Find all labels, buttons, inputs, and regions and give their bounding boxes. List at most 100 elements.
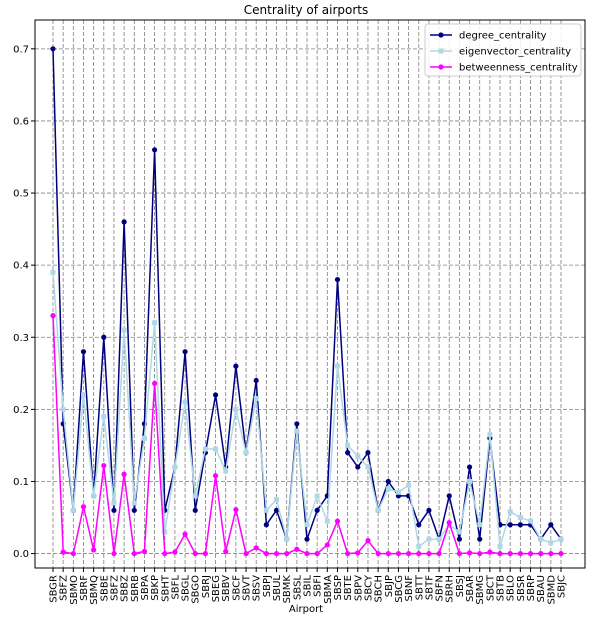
chart-title: Centrality of airports (244, 3, 369, 17)
data-point (50, 46, 56, 52)
data-point (456, 550, 462, 557)
data-point (436, 550, 442, 557)
data-point (466, 464, 473, 470)
x-tick-label: SBMQ (89, 575, 100, 605)
data-point (426, 550, 432, 557)
legend-marker (438, 48, 444, 54)
y-tick-label: 0.1 (13, 477, 29, 488)
x-tick-label: SBBZ (120, 575, 131, 602)
data-point (446, 493, 452, 499)
data-point (243, 550, 249, 557)
data-point (466, 550, 473, 556)
data-point (101, 334, 107, 340)
legend-box (424, 23, 582, 77)
x-tick-label: SBJP (384, 575, 395, 597)
data-point (212, 392, 219, 398)
data-point (426, 536, 432, 542)
data-point (263, 507, 269, 513)
x-tick-label: SBTF (424, 575, 435, 600)
data-point (395, 489, 401, 495)
data-point (395, 550, 402, 557)
data-point (101, 463, 107, 469)
data-point (507, 550, 513, 557)
data-point (375, 550, 381, 557)
x-tick-label: SBCF (231, 575, 242, 601)
data-point (253, 377, 259, 384)
x-axis-ticks: SBGR SBFZ SBMO SBRF SBMQ SBBE SBFZ SBBZ SBRB SBPA… (49, 568, 568, 605)
legend: degree_centrality eigenvector_centralityb… (424, 23, 582, 77)
data-point (141, 548, 148, 555)
x-tick-label: SBSR (516, 575, 527, 601)
x-tick-label: SBRB (130, 575, 141, 602)
data-point (497, 550, 503, 557)
data-point (558, 550, 564, 557)
x-tick-label: SBFN (435, 575, 446, 601)
data-point (172, 549, 178, 555)
data-point (152, 380, 158, 387)
series-layer (50, 46, 564, 557)
data-point (487, 549, 493, 555)
legend-entry: degree_centrality (430, 31, 547, 42)
x-tick-label: SBCT (485, 574, 496, 601)
data-point (192, 493, 198, 499)
data-point (192, 550, 198, 557)
data-point (355, 453, 361, 459)
x-tick-label: SBPJ (262, 575, 273, 597)
data-point (273, 507, 280, 513)
x-tick-label: SBKP (150, 575, 161, 601)
data-point (141, 435, 147, 441)
x-tick-label: SBMG (475, 575, 486, 605)
legend-entry: eigenvector_centrality (430, 47, 571, 58)
y-tick-label: 0.7 (13, 44, 29, 55)
data-point (131, 507, 137, 513)
data-point (91, 493, 97, 499)
x-tick-label: SBJC (557, 575, 568, 598)
data-point (304, 522, 310, 528)
data-point (101, 414, 107, 420)
x-tick-label: SBFZ (109, 575, 120, 601)
data-point (528, 518, 534, 524)
x-tick-label: SBMK (282, 575, 293, 604)
data-point (304, 536, 310, 542)
data-point (274, 497, 280, 502)
x-tick-label: SBRJ (201, 575, 212, 598)
data-point (467, 478, 473, 484)
data-point (213, 446, 219, 452)
x-tick-label: SBUL (272, 575, 283, 602)
data-point (192, 507, 198, 513)
data-point (538, 550, 544, 557)
data-point (212, 473, 219, 479)
data-point (121, 219, 127, 225)
data-point (182, 349, 188, 355)
plot-frame (34, 19, 586, 569)
x-tick-label: SBSP (333, 575, 344, 600)
data-point (416, 543, 422, 549)
data-point (456, 529, 462, 535)
data-point (456, 536, 462, 542)
data-point (233, 406, 239, 412)
x-tick-label: SBSV (252, 575, 263, 601)
data-point (223, 548, 229, 555)
x-tick-label: SBIL (303, 575, 314, 597)
data-point (548, 522, 554, 528)
data-point (355, 550, 361, 556)
x-tick-label: SBAU (536, 575, 547, 602)
data-point (365, 538, 371, 544)
data-point (548, 540, 554, 546)
legend-entry: betweenness_centrality (430, 63, 578, 74)
data-point (172, 464, 178, 470)
data-point (162, 529, 168, 535)
data-point (406, 550, 412, 557)
data-point (294, 546, 300, 552)
data-point (345, 442, 351, 448)
x-tick-label: SBTT (414, 574, 425, 600)
x-tick-label: SBPV (353, 575, 364, 601)
data-point (517, 522, 523, 528)
data-point (294, 421, 300, 427)
x-tick-label: SBCG (394, 575, 405, 603)
x-tick-label: SBSL (292, 575, 303, 600)
x-tick-label: SBHT (160, 574, 171, 602)
data-point (60, 549, 66, 555)
data-point (243, 450, 249, 456)
